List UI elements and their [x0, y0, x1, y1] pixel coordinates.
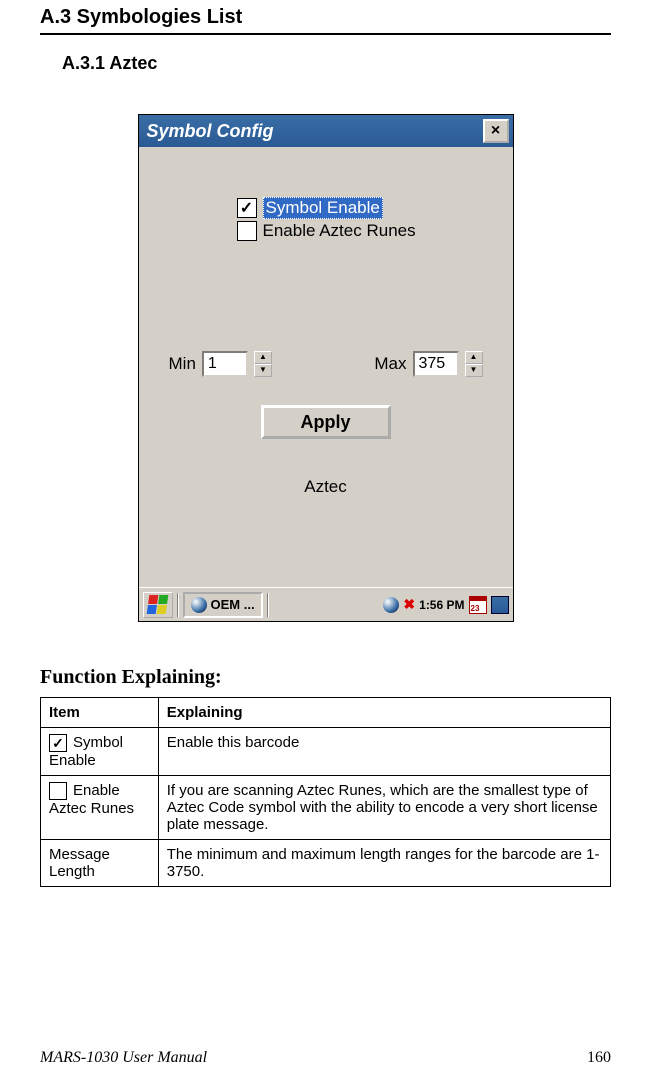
taskbar-task-oem[interactable]: OEM ... — [183, 592, 263, 618]
manual-title: MARS-1030 User Manual — [40, 1049, 207, 1067]
min-label: Min — [169, 354, 196, 374]
tray-disconnect-icon[interactable]: ✖ — [403, 596, 415, 613]
min-spinner[interactable]: ▲▼ — [254, 351, 272, 377]
spin-up-icon: ▲ — [465, 351, 483, 364]
checkbox-label-symbol-enable: Symbol Enable — [263, 197, 383, 219]
symbol-config-window: Symbol Config × ✓ Symbol Enable Enable A… — [138, 114, 514, 622]
td-explaining: If you are scanning Aztec Runes, which a… — [158, 776, 610, 840]
task-label: OEM ... — [211, 597, 255, 612]
heading-rule — [40, 33, 611, 35]
table-row: ✓Symbol Enable Enable this barcode — [41, 728, 611, 776]
checkbox-row-symbol-enable: ✓ Symbol Enable — [237, 197, 493, 219]
max-group: Max 375 ▲▼ — [374, 351, 482, 377]
checkbox-aztec-runes[interactable] — [237, 221, 257, 241]
max-spinner[interactable]: ▲▼ — [465, 351, 483, 377]
window-titlebar: Symbol Config × — [139, 115, 513, 147]
td-explaining: The minimum and maximum length ranges fo… — [158, 840, 610, 887]
window-body: ✓ Symbol Enable Enable Aztec Runes Min 1… — [139, 147, 513, 587]
th-item: Item — [41, 698, 159, 728]
taskbar-separator — [177, 593, 179, 617]
heading-a31: A.3.1 Aztec — [62, 53, 611, 74]
checkbox-row-aztec-runes: Enable Aztec Runes — [237, 221, 493, 241]
tray-clock[interactable]: 1:56 PM — [419, 598, 464, 612]
max-input[interactable]: 375 — [413, 351, 459, 377]
function-table: Item Explaining ✓Symbol Enable Enable th… — [40, 697, 611, 887]
taskbar: OEM ... ✖ 1:56 PM — [139, 587, 513, 621]
app-icon — [191, 597, 207, 613]
symbology-name-label: Aztec — [159, 477, 493, 497]
inline-checkbox-icon: ✓ — [49, 734, 67, 752]
close-button[interactable]: × — [483, 119, 509, 143]
page-footer: MARS-1030 User Manual 160 — [40, 1049, 611, 1067]
tray-desktop-icon[interactable] — [491, 596, 509, 614]
min-max-row: Min 1 ▲▼ Max 375 ▲▼ — [159, 351, 493, 377]
td-item: Message Length — [41, 840, 159, 887]
windows-flag-icon — [147, 595, 169, 614]
inline-checkbox-icon — [49, 782, 67, 800]
taskbar-separator — [267, 593, 269, 617]
close-icon: × — [491, 122, 500, 140]
min-group: Min 1 ▲▼ — [169, 351, 272, 377]
checkbox-symbol-enable[interactable]: ✓ — [237, 198, 257, 218]
table-row: Enable Aztec Runes If you are scanning A… — [41, 776, 611, 840]
tray-calendar-icon[interactable] — [469, 596, 487, 614]
start-button[interactable] — [143, 592, 173, 618]
screenshot-container: Symbol Config × ✓ Symbol Enable Enable A… — [40, 114, 611, 622]
spin-down-icon: ▼ — [254, 364, 272, 377]
td-item: ✓Symbol Enable — [41, 728, 159, 776]
table-row: Message Length The minimum and maximum l… — [41, 840, 611, 887]
td-item: Enable Aztec Runes — [41, 776, 159, 840]
table-header-row: Item Explaining — [41, 698, 611, 728]
min-input[interactable]: 1 — [202, 351, 248, 377]
system-tray: ✖ 1:56 PM — [383, 596, 508, 614]
page-number: 160 — [587, 1049, 611, 1067]
function-explaining-heading: Function Explaining: — [40, 666, 611, 689]
tray-network-icon[interactable] — [383, 597, 399, 613]
apply-button[interactable]: Apply — [261, 405, 391, 439]
td-explaining: Enable this barcode — [158, 728, 610, 776]
spin-down-icon: ▼ — [465, 364, 483, 377]
window-title: Symbol Config — [143, 121, 274, 142]
heading-a3: A.3 Symbologies List — [40, 6, 611, 29]
max-label: Max — [374, 354, 406, 374]
spin-up-icon: ▲ — [254, 351, 272, 364]
checkbox-label-aztec-runes: Enable Aztec Runes — [263, 221, 416, 241]
th-explaining: Explaining — [158, 698, 610, 728]
